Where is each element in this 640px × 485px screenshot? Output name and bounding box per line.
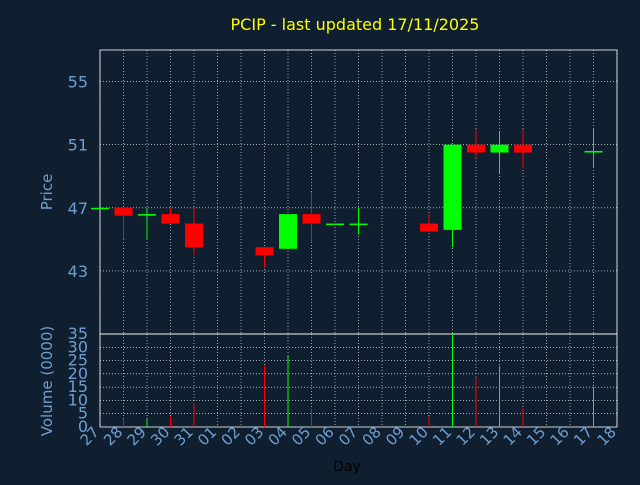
candle-body — [255, 247, 274, 256]
x-axis: 2728293031010203040506070809101112131415… — [77, 423, 620, 449]
candle-body — [161, 214, 180, 224]
price-panel: 43 47 51 55 — [68, 49, 618, 335]
candle-body — [490, 144, 509, 153]
x-axis-label: Day — [333, 459, 361, 475]
candle-body — [349, 223, 368, 226]
candle-body — [302, 214, 321, 224]
candle-body — [279, 214, 297, 249]
candle-body — [185, 223, 203, 248]
price-axis-label: Price — [38, 174, 56, 211]
volume-tick-label: 20 — [68, 364, 88, 383]
candle-body — [420, 223, 438, 232]
volume-tick-label: 0 — [78, 417, 88, 436]
price-tick-label: 47 — [68, 199, 88, 218]
price-tick-label: 55 — [68, 73, 88, 92]
volume-tick-label: 10 — [68, 390, 88, 409]
price-tick-label: 51 — [68, 136, 88, 155]
volume-tick-label: 5 — [78, 404, 88, 423]
candle-body — [443, 144, 462, 230]
volume-tick-label: 15 — [68, 377, 88, 396]
candle-body — [138, 214, 156, 216]
chart-title: PCIP - last updated 17/11/2025 — [231, 15, 480, 34]
volume-tick-label: 30 — [68, 337, 88, 356]
candle-body — [114, 207, 133, 216]
candle-body — [326, 223, 344, 226]
volume-tick-label: 25 — [68, 351, 88, 370]
candle-body — [467, 144, 485, 153]
candle-body — [584, 150, 603, 153]
candle-body — [514, 144, 532, 153]
price-tick-label: 43 — [68, 262, 88, 281]
volume-axis-label: Volume (0000) — [38, 326, 56, 436]
volume-tick-label: 35 — [68, 324, 88, 343]
candle-body — [91, 207, 109, 210]
